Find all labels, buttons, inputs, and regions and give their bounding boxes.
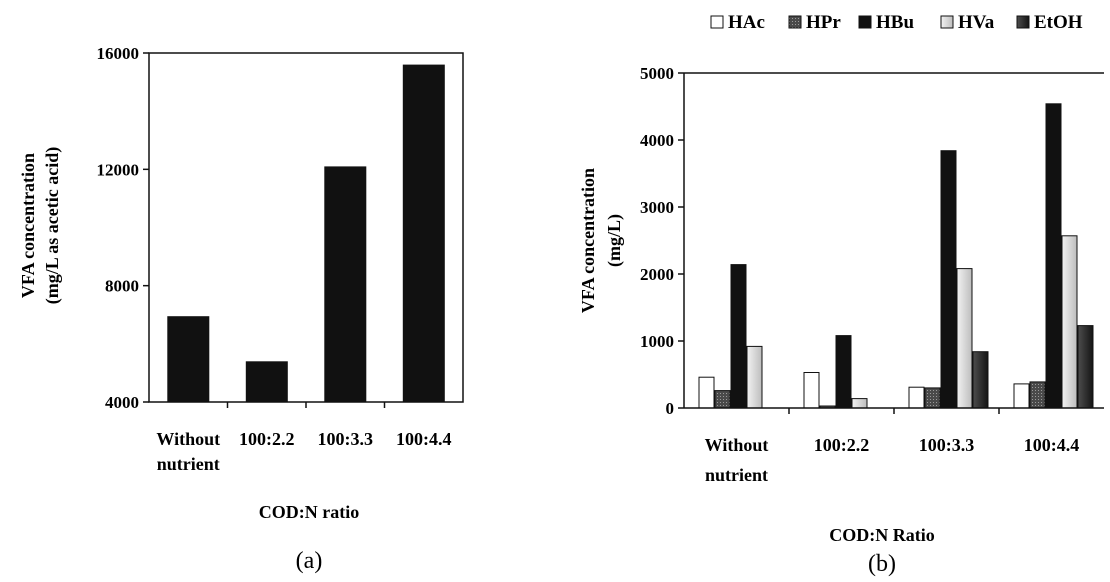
axes-b: [678, 72, 1104, 414]
x-category-label-b: Without: [705, 435, 769, 455]
y-tick-labels-b: 0 1000 2000 3000 4000 5000: [640, 64, 674, 418]
x-category-label-a: 100:3.3: [318, 429, 374, 449]
bar-b-hpr-2: [924, 387, 941, 409]
y-tick-label-b: 1000: [640, 332, 674, 351]
bar-b-hva-0: [746, 345, 763, 409]
bar-b-hac-3: [1013, 383, 1030, 409]
bar-b-hva-3: [1061, 235, 1078, 409]
x-category-label-a: Without: [156, 429, 220, 449]
bar-b-hac-0: [698, 376, 715, 409]
bar-b-hac-1: [803, 372, 820, 409]
panel-label-a: (a): [296, 548, 323, 574]
x-axis-title-b: COD:N Ratio: [829, 525, 935, 545]
x-category-label-b: nutrient: [705, 465, 768, 485]
axes-a: [143, 52, 464, 408]
y-tick-label-b: 2000: [640, 265, 674, 284]
bar-b-hbu-2: [940, 150, 957, 409]
y-tick-label-b: 3000: [640, 198, 674, 217]
x-category-label-a: nutrient: [157, 454, 220, 474]
panel-label-b: (b): [868, 551, 896, 577]
bar-b-etoh-2: [972, 351, 989, 409]
bar-b-hbu-0: [730, 264, 747, 409]
y-tick-label-a: 4000: [105, 393, 139, 412]
bar-a-2: [324, 166, 367, 402]
x-axis-title-a: COD:N ratio: [259, 502, 359, 522]
x-category-labels-a: Without nutrient 100:2.2 100:3.3 100:4.4: [156, 429, 451, 474]
x-category-labels-b: Without nutrient 100:2.2 100:3.3 100:4.4: [705, 435, 1080, 485]
y-tick-label-a: 12000: [97, 160, 140, 179]
legend-swatch-hac: [710, 15, 724, 29]
bar-a-1: [245, 361, 288, 402]
legend-swatch-hva: [940, 15, 954, 29]
x-category-label-b: 100:4.4: [1024, 435, 1080, 455]
x-category-label-a: 100:4.4: [396, 429, 452, 449]
y-axis-title-b: VFA concentration (mg/L): [578, 168, 625, 313]
bars-group-a: [167, 64, 445, 402]
bar-a-0: [167, 316, 210, 402]
y-axis-title-line-a: VFA concentration: [18, 153, 38, 298]
legend-swatch-etoh: [1016, 15, 1030, 29]
legend-swatch-hbu: [858, 15, 872, 29]
bar-b-hpr-0: [714, 390, 731, 409]
legend-swatch-hpr: [788, 15, 802, 29]
x-category-label-b: 100:2.2: [814, 435, 870, 455]
bar-b-etoh-3: [1077, 325, 1094, 409]
y-tick-label-a: 16000: [97, 44, 140, 63]
bar-a-3: [402, 64, 445, 402]
x-category-label-b: 100:3.3: [919, 435, 975, 455]
bar-b-hbu-1: [835, 335, 852, 409]
x-category-label-a: 100:2.2: [239, 429, 295, 449]
legend-b: HAc HPr HBu HVa EtOH: [710, 12, 1083, 33]
y-tick-labels-a: 4000 8000 12000 16000: [97, 44, 140, 412]
bar-b-hac-2: [908, 386, 925, 409]
y-tick-label-b: 5000: [640, 64, 674, 83]
y-axis-title-line-b: (mg/L): [604, 214, 625, 267]
y-axis-title-line-b: VFA concentration: [578, 168, 598, 313]
legend-label-hbu: HBu: [876, 12, 914, 33]
bar-b-hpr-3: [1029, 381, 1046, 409]
legend-label-hpr: HPr: [806, 12, 841, 33]
y-tick-label-a: 8000: [105, 277, 139, 296]
bars-group-b: [698, 103, 1094, 409]
y-axis-title-line-a: (mg/L as acetic acid): [42, 147, 63, 304]
bar-b-hva-2: [956, 268, 973, 409]
legend-label-hac: HAc: [728, 12, 765, 33]
y-tick-label-b: 4000: [640, 131, 674, 150]
chart-panel-a: 4000 8000 12000 16000 Without nutrient 100:2.…: [18, 44, 464, 574]
y-axis-title-a: VFA concentration (mg/L as acetic acid): [18, 147, 63, 304]
legend-label-etoh: EtOH: [1034, 12, 1083, 33]
legend-label-hva: HVa: [958, 12, 995, 33]
chart-panel-b: HAc HPr HBu HVa EtOH 0 1000 2000 3000 4000 5000 W…: [578, 12, 1104, 577]
bar-b-hva-1: [851, 398, 868, 409]
bar-b-hbu-3: [1045, 103, 1062, 409]
y-tick-label-b: 0: [666, 399, 675, 418]
